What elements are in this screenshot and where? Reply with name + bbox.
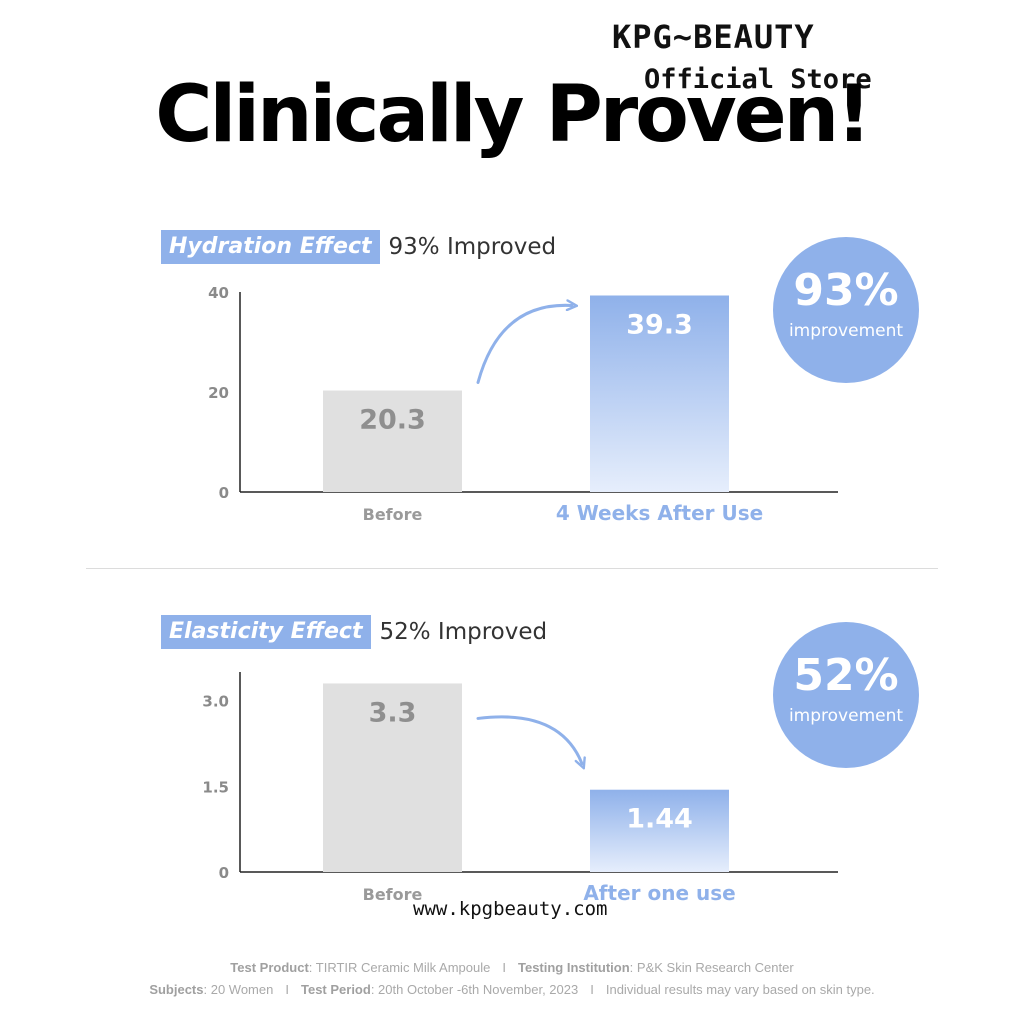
elasticity-title-rest: 52% Improved	[379, 619, 548, 645]
footer-institution-value: : P&K Skin Research Center	[629, 960, 794, 975]
bar-value-label: 20.3	[359, 405, 426, 436]
elasticity-title-tag: Elasticity Effect	[161, 615, 371, 649]
y-tick-label: 40	[208, 284, 229, 302]
elasticity-chart: 0 1.5 3.0 3.3 Before 1.44 After one use	[202, 672, 838, 905]
footer-period-label: Test Period	[300, 982, 371, 997]
footer-period-value: : 20th October -6th November, 2023	[370, 982, 579, 997]
hydration-title-tag: Hydration Effect	[161, 230, 380, 264]
bar-value-label: 39.3	[626, 310, 693, 341]
hydration-badge: 93% improvement	[773, 237, 919, 383]
elasticity-title: Elasticity Effect 52% Improved	[161, 615, 547, 649]
elasticity-badge: 52% improvement	[773, 622, 919, 768]
footer-test-product-label: Test Product	[230, 960, 309, 975]
bar-value-label: 3.3	[369, 697, 417, 728]
footer-test-product-value: : TIRTIR Ceramic Milk Ampoule	[308, 960, 491, 975]
bar	[323, 683, 462, 872]
trend-arrow	[476, 305, 572, 384]
store-brand: KPG~BEAUTY	[612, 18, 815, 56]
category-label: Before	[363, 505, 423, 524]
elasticity-badge-label: improvement	[788, 706, 904, 726]
footer-line-2: Subjects: 20 Women I Test Period: 20th Oct…	[0, 982, 1024, 997]
hydration-badge-value: 93%	[793, 265, 899, 316]
store-subtitle: Official Store	[644, 64, 872, 95]
category-label: After one use	[583, 881, 735, 905]
footer-subjects-value: : 20 Women	[203, 982, 274, 997]
y-tick-label: 20	[208, 384, 229, 402]
bar	[590, 295, 729, 492]
website-url: www.kpgbeauty.com	[413, 898, 608, 920]
section-divider	[86, 568, 938, 569]
y-tick-label: 3.0	[202, 693, 229, 711]
footer-line-1: Test Product: TIRTIR Ceramic Milk Ampoul…	[0, 960, 1024, 975]
footer-separator: I	[502, 960, 506, 975]
footer-separator: I	[590, 982, 594, 997]
y-tick-label: 0	[219, 484, 229, 502]
category-label: 4 Weeks After Use	[556, 501, 763, 525]
hydration-chart: 0 20 40 20.3 Before 39.3 4 Weeks After Use	[208, 284, 838, 525]
footer-disclaimer: Individual results may vary based on ski…	[605, 982, 875, 997]
elasticity-badge-value: 52%	[793, 650, 899, 701]
bar-value-label: 1.44	[626, 804, 693, 835]
y-tick-label: 0	[219, 864, 229, 882]
footer-institution-label: Testing Institution	[517, 960, 630, 975]
trend-arrow	[476, 715, 582, 764]
bar	[323, 390, 462, 492]
category-label: Before	[363, 885, 423, 904]
hydration-title: Hydration Effect 93% Improved	[161, 230, 556, 264]
y-tick-label: 1.5	[202, 778, 229, 796]
hydration-badge-label: improvement	[788, 321, 904, 341]
footer-subjects-label: Subjects	[149, 982, 204, 997]
headline: Clinically Proven!	[155, 70, 871, 160]
footer-separator: I	[285, 982, 289, 997]
bar	[590, 789, 729, 872]
hydration-title-rest: 93% Improved	[388, 234, 557, 260]
